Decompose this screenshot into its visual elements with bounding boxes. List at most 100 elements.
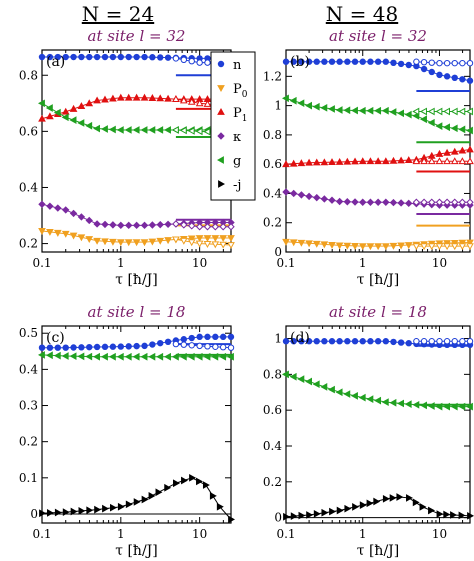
data-point <box>289 96 297 105</box>
plot-frame <box>285 49 471 253</box>
data-point <box>164 54 172 61</box>
branch-point <box>195 99 204 107</box>
branch-point <box>459 59 466 67</box>
data-point <box>85 99 94 107</box>
series-g <box>281 370 473 411</box>
branch-point <box>203 99 212 107</box>
data-point <box>466 145 474 153</box>
data-point <box>389 198 398 207</box>
data-point <box>359 58 366 65</box>
data-point <box>305 158 313 166</box>
data-point <box>132 221 141 230</box>
data-point <box>54 204 62 212</box>
data-point <box>93 96 101 104</box>
data-point <box>125 221 133 230</box>
y-tick-label: 0.4 <box>263 186 282 200</box>
data-point <box>62 344 69 351</box>
data-point <box>467 511 474 520</box>
data-point <box>335 242 344 250</box>
data-point <box>412 112 420 120</box>
x-tick-label: 0.1 <box>276 256 295 270</box>
data-point <box>366 499 374 508</box>
data-point <box>343 242 352 250</box>
series-line <box>41 102 231 131</box>
data-point <box>367 338 374 345</box>
x-tick-label: 0.1 <box>32 256 51 270</box>
data-point <box>374 243 382 251</box>
branch-point <box>172 220 180 228</box>
branch-point <box>443 198 451 206</box>
data-point <box>297 375 305 383</box>
series-P1 <box>282 145 474 173</box>
data-point <box>132 352 140 361</box>
data-point <box>164 126 171 134</box>
data-point <box>132 93 141 101</box>
panel-label: (b) <box>290 54 310 70</box>
data-point <box>305 240 313 248</box>
data-point <box>227 235 235 243</box>
data-point <box>93 220 101 228</box>
data-point <box>187 352 195 361</box>
data-point <box>227 333 235 341</box>
data-point <box>305 101 312 110</box>
data-point <box>351 58 359 65</box>
branch-point <box>195 127 203 136</box>
data-point <box>427 402 435 410</box>
branch-point <box>219 223 227 231</box>
data-point <box>335 197 344 206</box>
branch-point <box>436 338 443 345</box>
data-point <box>38 114 46 122</box>
panels: at site l = 320.1 1 100.20.40.60.8τ [ħ/J](… <box>19 27 474 559</box>
data-point <box>281 94 289 103</box>
series-line <box>285 97 471 132</box>
data-point <box>443 510 451 519</box>
data-point <box>38 53 46 61</box>
data-point <box>219 352 227 361</box>
legend-label: κ <box>233 130 241 145</box>
data-point <box>321 508 329 517</box>
data-point <box>450 147 459 155</box>
data-point <box>419 503 427 511</box>
panel-b: at site l = 32 0.1 1 10 0 0.2 0.4 0.6 0.8 1 1.2 τ [… <box>263 27 474 288</box>
data-point <box>70 53 77 61</box>
data-point <box>69 116 77 124</box>
data-point <box>374 58 382 65</box>
data-point <box>69 232 78 240</box>
data-point <box>61 107 70 115</box>
data-point <box>195 352 203 361</box>
data-point <box>436 71 443 79</box>
legend-marker <box>217 132 225 140</box>
data-point <box>313 338 320 345</box>
data-point <box>148 94 157 101</box>
data-point <box>203 352 211 361</box>
data-point <box>374 106 382 115</box>
data-point <box>109 238 117 246</box>
data-point <box>86 53 93 61</box>
legend-label: g <box>233 154 241 169</box>
branch-point <box>420 198 428 206</box>
branch-point <box>465 107 473 116</box>
data-point <box>321 58 328 65</box>
data-point <box>86 506 94 515</box>
data-point <box>305 377 312 386</box>
data-point <box>381 398 389 406</box>
branch-point <box>458 243 467 251</box>
panel-c: at site l = 18 0.1 1 10 0 0.1 0.2 0.3 0.4 0.5 τ [ħ… <box>19 303 236 559</box>
data-point <box>164 237 172 245</box>
x-tick-label: 0.1 <box>32 527 51 541</box>
data-point <box>93 124 100 133</box>
data-point <box>320 103 328 112</box>
x-axis-label: τ [ħ/J] <box>357 272 399 288</box>
data-point <box>38 200 46 209</box>
branch-point <box>179 126 187 135</box>
data-point <box>45 351 53 360</box>
branch-point <box>195 240 204 248</box>
data-point <box>328 196 336 204</box>
data-point <box>313 58 320 65</box>
data-point <box>366 157 375 165</box>
data-point <box>212 333 219 341</box>
data-point <box>336 58 343 65</box>
data-point <box>173 479 180 488</box>
data-point <box>189 473 197 482</box>
